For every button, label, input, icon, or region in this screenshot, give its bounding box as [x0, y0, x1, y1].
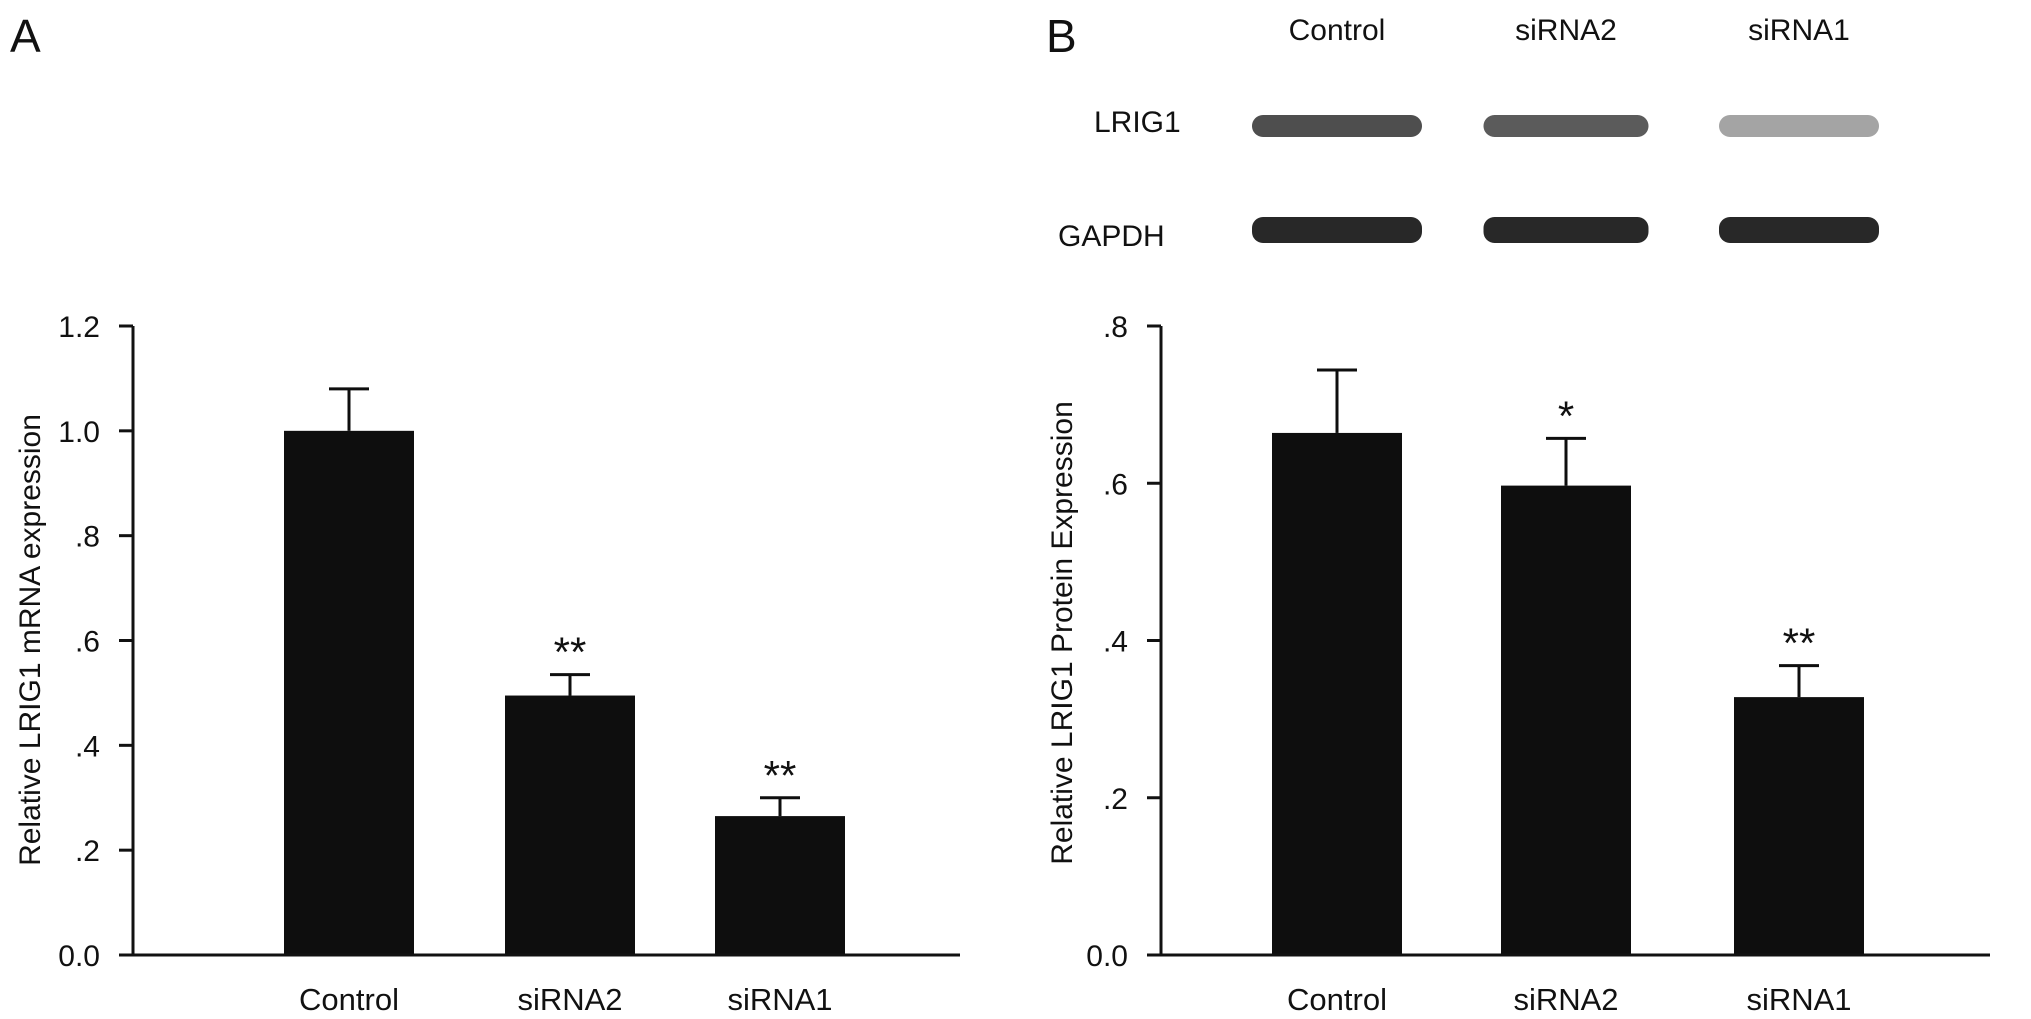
chart-b-category-label: siRNA1 — [1746, 982, 1851, 1017]
chart-b-error-bar — [1779, 664, 1819, 698]
blot-lane-label-control: Control — [1289, 14, 1386, 47]
chart-b-category-label: Control — [1287, 982, 1387, 1017]
blot-lane-label-sirna2: siRNA2 — [1515, 14, 1617, 47]
blot-band-lrig1 — [1252, 115, 1422, 137]
chart-a-error-bar — [550, 673, 590, 696]
chart-b-y-tick-label: .8 — [1103, 311, 1128, 344]
chart-a-significance-marker: ** — [764, 752, 797, 799]
chart-a-significance-marker: ** — [554, 629, 587, 676]
chart-b-y-axis-title: Relative LRIG1 Protein Expression — [1046, 401, 1079, 865]
chart-a-category-label: siRNA1 — [727, 982, 832, 1017]
chart-b-y-tick-label: 0.0 — [1086, 940, 1128, 973]
blot-row-label-lrig1: LRIG1 — [1094, 106, 1181, 139]
blot-band-gapdh — [1719, 217, 1879, 243]
chart-b-bar-control — [1272, 432, 1402, 955]
western-blot: Control siRNA2 siRNA1 LRIG1 GAPDH — [1058, 14, 1879, 253]
chart-b-bar-sirna1 — [1734, 697, 1864, 955]
chart-a-y-tick-label: 1.2 — [58, 311, 100, 344]
chart-b-bar-sirna2 — [1501, 485, 1631, 955]
chart-a-y-tick-label: 1.0 — [58, 416, 100, 449]
chart-a-category-label: Control — [299, 982, 399, 1017]
blot-band-lrig1 — [1719, 115, 1879, 137]
chart-a-y-tick-label: .8 — [75, 521, 100, 554]
chart-a-category-label: siRNA2 — [517, 982, 622, 1017]
blot-band-lrig1 — [1483, 115, 1649, 137]
chart-a-y-tick-label: .2 — [75, 835, 100, 868]
chart-b-error-bar — [1546, 436, 1586, 486]
chart-b-error-bar — [1317, 368, 1357, 433]
chart-a-mrna: Relative LRIG1 mRNA expression 0.0 .2 .4 .6… — [14, 311, 960, 1017]
blot-band-gapdh — [1483, 217, 1649, 243]
panel-a-letter: A — [10, 10, 41, 62]
chart-a-error-bar — [329, 387, 369, 431]
chart-b-significance-marker: * — [1558, 392, 1574, 439]
panel-b-letter: B — [1046, 10, 1077, 62]
chart-b-category-label: siRNA2 — [1513, 982, 1618, 1017]
chart-b-protein: Relative LRIG1 Protein Expression 0.0 .2.… — [1046, 311, 1990, 1017]
blot-row-label-gapdh: GAPDH — [1058, 220, 1165, 253]
chart-a-y-tick-label: .6 — [75, 626, 100, 659]
chart-a-bar-sirna1 — [715, 816, 845, 955]
chart-a-y-tick-label: .4 — [75, 730, 100, 763]
chart-b-y-tick-label: .2 — [1103, 783, 1128, 816]
blot-lane-label-sirna1: siRNA1 — [1748, 14, 1850, 47]
chart-a-bar-control — [284, 430, 414, 955]
chart-b-y-tick-label: .6 — [1103, 468, 1128, 501]
blot-band-gapdh — [1252, 217, 1422, 243]
chart-a-y-axis-title: Relative LRIG1 mRNA expression — [14, 414, 47, 866]
chart-b-y-tick-label: .4 — [1103, 626, 1128, 659]
chart-b-significance-marker: ** — [1783, 620, 1816, 667]
chart-a-bar-sirna2 — [505, 695, 635, 955]
chart-a-y-tick-label: 0.0 — [58, 940, 100, 973]
chart-a-error-bar — [760, 796, 800, 817]
